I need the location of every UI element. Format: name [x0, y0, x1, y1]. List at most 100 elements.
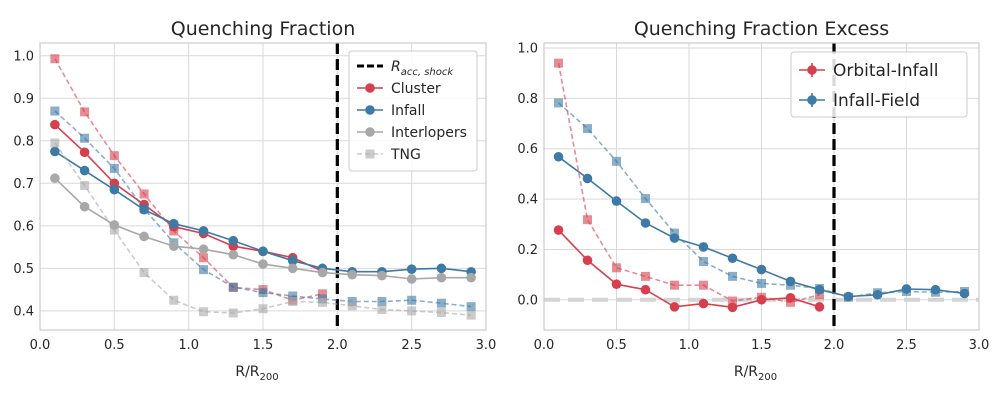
x-axis-label-subscript: 200: [758, 372, 777, 383]
data-point: [79, 165, 90, 176]
series-dashed-3: [554, 98, 969, 302]
data-point: [554, 58, 563, 68]
data-point: [902, 286, 911, 296]
x-tick-label: 0.0: [534, 338, 555, 353]
data-point: [139, 204, 149, 214]
x-tick-label: 2.0: [327, 338, 348, 353]
data-point: [436, 308, 446, 318]
data-point: [347, 269, 358, 280]
data-point: [641, 194, 650, 204]
data-point: [612, 156, 621, 166]
quenching-fraction-excess-chart: 0.0 0.5 1.0 1.5 2.0 2.5 3.0 0.0 0.2 0.4 0.6 0.8 1.0 Q…: [517, 18, 989, 383]
data-point: [466, 272, 476, 283]
data-point: [109, 225, 119, 235]
data-point: [198, 226, 209, 236]
y-tick-label: 0.4: [517, 193, 538, 208]
x-tick-label: 2.5: [401, 338, 422, 353]
data-point: [109, 151, 119, 161]
y-tick-label: 0.6: [517, 142, 538, 157]
data-point: [757, 292, 766, 302]
data-point: [377, 305, 387, 315]
data-point: [436, 272, 447, 283]
series-interlopers: [50, 173, 476, 284]
x-tick-label: 3.0: [969, 338, 990, 353]
legend-label: Infall-Field: [833, 91, 920, 111]
data-point: [228, 249, 239, 260]
y-tick-label: 0.8: [517, 92, 538, 107]
data-point: [582, 173, 593, 184]
x-tick-label: 1.5: [751, 338, 772, 353]
legend-label-shock-subscript: acc, shock: [401, 67, 455, 78]
series-line: [557, 229, 820, 309]
data-point: [436, 263, 447, 274]
data-point: [611, 279, 622, 289]
data-point: [139, 268, 149, 278]
data-point: [699, 257, 708, 267]
legend-marker: [807, 65, 817, 75]
data-point: [287, 255, 298, 266]
y-tick-label: 0.6: [13, 219, 34, 234]
legend-label: Orbital-Infall: [833, 61, 938, 81]
data-point: [670, 228, 679, 238]
data-point: [199, 253, 209, 263]
y-tick-label: 0.2: [517, 243, 538, 258]
legend-marker: [365, 83, 375, 93]
data-point: [699, 280, 708, 290]
x-axis-label: R/R200: [734, 364, 777, 383]
data-point: [406, 274, 417, 284]
chart-title: Quenching Fraction Excess: [634, 18, 889, 40]
x-tick-label: 2.0: [824, 338, 845, 353]
legend-label: Interlopers: [391, 125, 467, 141]
chart-title: Quenching Fraction: [171, 18, 355, 40]
plot-frame: [39, 42, 487, 331]
legend-label: TNG: [390, 147, 421, 163]
legend-box: [348, 50, 478, 172]
data-point: [728, 296, 737, 306]
y-tick-label: 1.0: [517, 42, 538, 57]
data-point: [139, 189, 149, 199]
data-point: [756, 264, 767, 275]
legend-marker: [807, 95, 817, 105]
data-point: [698, 298, 709, 309]
legend: Racc, shock Cluster Infall Interlopers TNG: [348, 50, 478, 172]
data-point: [50, 146, 60, 157]
data-point: [728, 271, 737, 281]
data-point: [169, 295, 179, 305]
data-point: [199, 307, 209, 317]
legend-marker: [365, 127, 375, 137]
series-line: [557, 102, 965, 299]
data-point: [258, 304, 268, 314]
data-point: [317, 297, 327, 307]
data-point: [228, 282, 238, 292]
data-point: [169, 241, 179, 252]
series-line: [557, 62, 820, 304]
data-point: [228, 308, 238, 318]
data-point: [583, 124, 592, 134]
data-point: [873, 288, 882, 298]
data-point: [844, 292, 853, 302]
data-point: [757, 278, 766, 288]
data-point: [287, 263, 298, 274]
data-point: [640, 218, 651, 228]
gridlines: [39, 43, 487, 330]
data-point: [407, 306, 417, 316]
x-tick-label: 0.5: [104, 338, 125, 353]
x-tick-label: 0.0: [30, 338, 51, 353]
data-point: [79, 201, 90, 212]
data-point: [198, 244, 209, 255]
series-dashed-1: [554, 58, 824, 307]
data-point: [50, 119, 60, 130]
legend: Orbital-Infall Infall-Field: [790, 51, 968, 118]
data-point: [554, 98, 563, 108]
data-point: [815, 290, 824, 300]
data-point: [50, 54, 60, 64]
data-point: [583, 215, 592, 225]
data-point: [317, 267, 328, 278]
data-point: [786, 297, 795, 307]
data-point: [258, 259, 268, 269]
data-point: [80, 107, 90, 117]
data-point: [582, 255, 593, 266]
x-tick-label: 0.5: [606, 338, 627, 353]
data-point: [931, 287, 940, 297]
